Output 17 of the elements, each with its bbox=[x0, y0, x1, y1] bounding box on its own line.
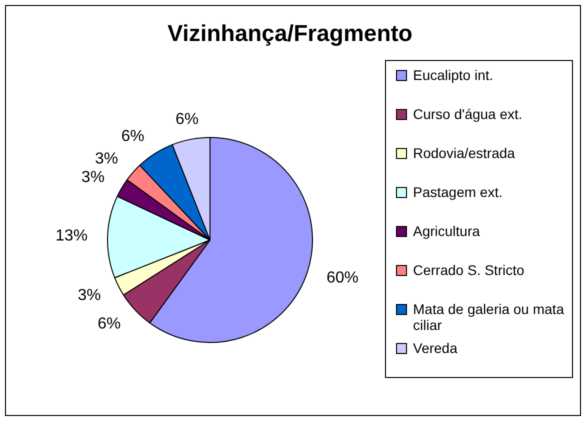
data-label: 3% bbox=[78, 287, 101, 304]
chart-title: Vizinhança/Fragmento bbox=[166, 20, 414, 47]
legend-label: Mata de galeria ou mata ciliar bbox=[413, 301, 565, 333]
legend-label: Rodovia/estrada bbox=[413, 145, 515, 161]
data-label: 6% bbox=[98, 315, 121, 332]
legend-label: Agricultura bbox=[413, 223, 480, 239]
data-label: 6% bbox=[175, 111, 199, 128]
data-label: 3% bbox=[94, 150, 118, 168]
legend-label: Vereda bbox=[413, 340, 458, 356]
legend-label: Pastagem ext. bbox=[413, 184, 502, 200]
data-label: 6% bbox=[121, 128, 144, 145]
legend-label: Cerrado S. Stricto bbox=[413, 262, 524, 278]
data-label: 13% bbox=[56, 228, 88, 245]
legend-label: Eucalipto int. bbox=[413, 67, 494, 83]
data-label: 60% bbox=[326, 269, 359, 286]
legend-label: Curso d'água ext. bbox=[413, 106, 522, 122]
data-label: 3% bbox=[81, 169, 105, 186]
